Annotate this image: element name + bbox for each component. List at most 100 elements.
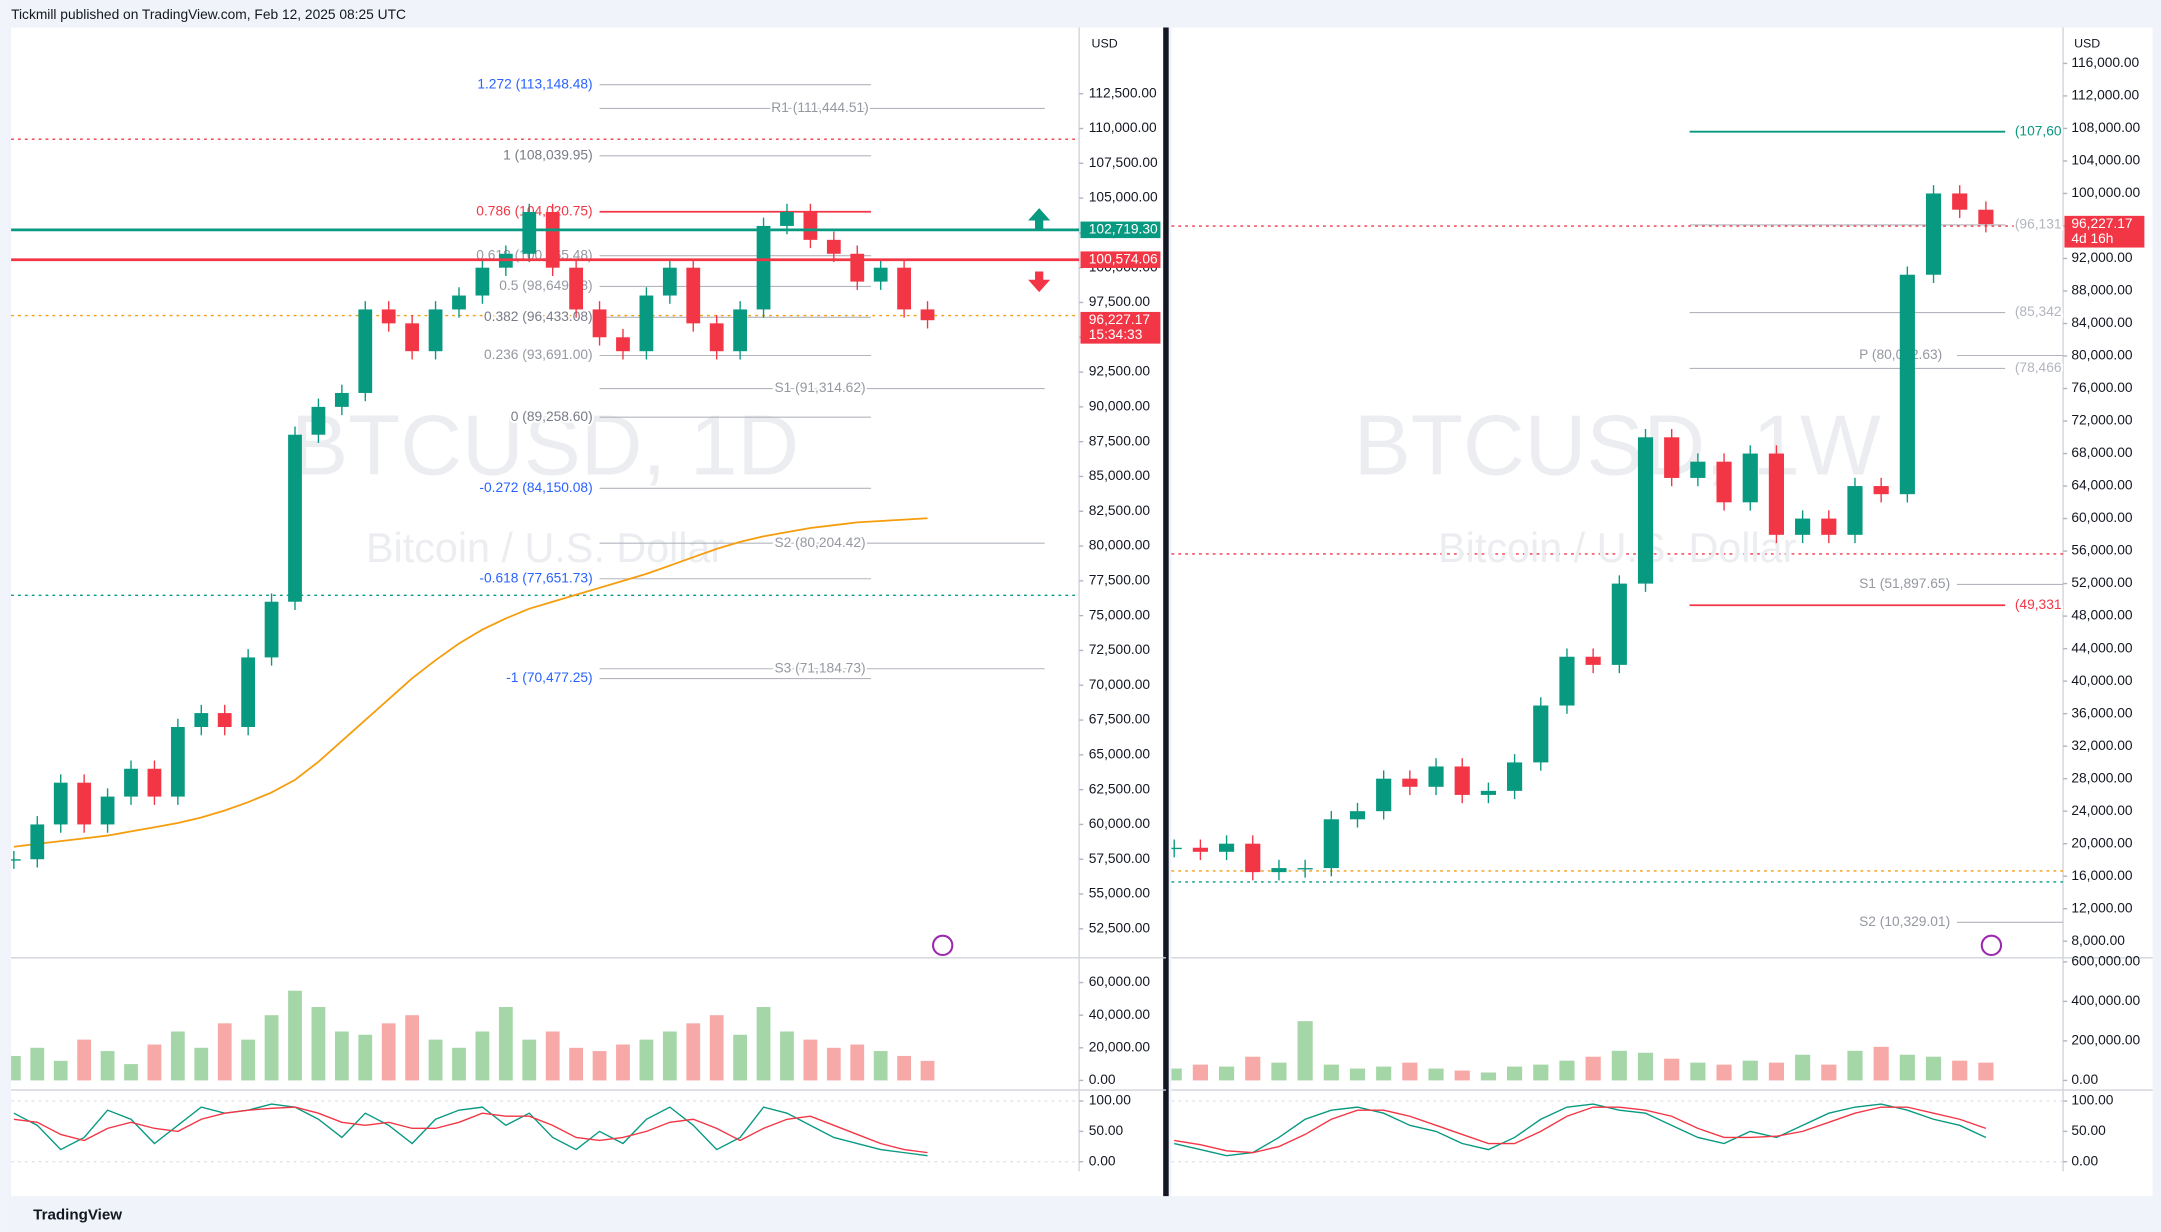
volume-bar [381, 1023, 396, 1081]
level-label: (96,131 [2015, 217, 2062, 232]
y-tick-label: 72,000.00 [2071, 413, 2133, 428]
volume-bar [1978, 1062, 1994, 1081]
volume-tick-label: 0.00 [1089, 1072, 1116, 1087]
candle [756, 225, 771, 310]
level-label: -0.618 (77,651.73) [479, 570, 592, 585]
candle [147, 768, 162, 797]
y-tick-label: 60,000.00 [2071, 510, 2133, 525]
volume-bar [147, 1044, 162, 1081]
volume-bar [53, 1060, 68, 1081]
price-tag [1080, 251, 1161, 268]
right-panel [1171, 27, 2153, 1197]
volume-bar [1533, 1064, 1549, 1081]
currency: USD [1092, 36, 1118, 50]
y-tick-label: 16,000.00 [2071, 868, 2133, 883]
level-label: 1.272 (113,148.48) [477, 76, 592, 91]
candle [428, 309, 443, 352]
volume-bar [1171, 1068, 1182, 1081]
y-tick-label: 80,000.00 [1089, 538, 1151, 553]
currency: USD [2074, 36, 2100, 50]
volume-bar [1585, 1056, 1601, 1081]
y-tick-label: 92,500.00 [1089, 364, 1151, 379]
candle [381, 309, 396, 324]
price-tag [1080, 221, 1161, 239]
volume-bar [1795, 1054, 1811, 1081]
y-tick-label: 32,000.00 [2071, 738, 2133, 753]
y-tick-label: 87,500.00 [1089, 433, 1151, 448]
oscillator-line [1174, 1106, 1987, 1154]
oscillator-tick-label: 100.00 [1089, 1093, 1131, 1108]
level-label: -0.272 (84,150.08) [479, 480, 592, 495]
y-tick-label: 67,500.00 [1089, 712, 1151, 727]
y-tick-label: 44,000.00 [2071, 640, 2133, 655]
y-tick-label: 90,000.00 [1089, 399, 1151, 414]
candle [1507, 762, 1523, 791]
y-tick-label: 88,000.00 [2071, 283, 2133, 298]
oscillator-line [13, 1106, 928, 1154]
y-tick-label: 62,500.00 [1089, 781, 1151, 796]
level-label: (107,60 [2015, 123, 2062, 138]
price-tag-label: 96,227.17 [2071, 216, 2132, 231]
volume-bar [920, 1060, 935, 1081]
y-tick-label: 75,000.00 [1089, 607, 1151, 622]
y-tick-label: 112,000.00 [2071, 88, 2139, 103]
y-tick-label: 80,000.00 [2071, 348, 2133, 363]
events-icon[interactable] [932, 934, 954, 957]
volume-bar [1559, 1060, 1575, 1081]
down-arrow [1028, 271, 1051, 293]
candle [241, 657, 256, 728]
oscillator-line [13, 1103, 928, 1157]
price-tag-countdown: 4d 16h [2071, 231, 2113, 246]
volume-bar [100, 1051, 115, 1081]
candle [30, 824, 45, 860]
y-tick-label: 97,500.00 [1089, 294, 1151, 309]
candle [873, 267, 888, 282]
candle [1873, 486, 1889, 495]
candle [53, 782, 68, 825]
y-tick-label: 56,000.00 [2071, 543, 2133, 558]
price-tag-label: 96,227.17 [1089, 312, 1150, 327]
oscillator-tick-label: 50.00 [1089, 1123, 1124, 1138]
y-tick-label: 57,500.00 [1089, 851, 1151, 866]
y-tick-label: 84,000.00 [2071, 315, 2133, 330]
candle [1716, 461, 1732, 503]
y-tick-label: 40,000.00 [2071, 673, 2133, 688]
y-tick-label: 8,000.00 [2071, 933, 2125, 948]
volume-bar [545, 1031, 560, 1081]
candle [1952, 193, 1968, 210]
y-tick-label: 24,000.00 [2071, 803, 2133, 818]
candle [1847, 486, 1863, 535]
volume-bar [1245, 1056, 1261, 1081]
volume-bar [616, 1044, 630, 1081]
candle [709, 323, 724, 352]
volume-bar [1428, 1068, 1444, 1081]
y-tick-label: 28,000.00 [2071, 770, 2133, 785]
candle [1585, 656, 1601, 665]
level-label: (78,466 [2015, 360, 2062, 375]
events-icon[interactable] [1980, 934, 2003, 957]
y-tick-label: 55,000.00 [1089, 886, 1151, 901]
y-tick-label: 116,000.00 [2071, 55, 2139, 70]
y-tick-label: 110,000.00 [1089, 120, 1157, 135]
volume-tick-label: 200,000.00 [2071, 1033, 2140, 1048]
volume-bar [639, 1039, 654, 1081]
level-label: S1 (51,897.65) [1859, 576, 1950, 591]
volume-bar [1218, 1066, 1235, 1081]
volume-tick-label: 40,000.00 [1089, 1007, 1151, 1022]
candle [1454, 766, 1470, 795]
y-tick-label: 82,500.00 [1089, 503, 1151, 518]
oscillator-tick-label: 0.00 [1089, 1153, 1116, 1168]
candle [217, 713, 232, 728]
candle [311, 406, 326, 435]
volume-bar [428, 1039, 443, 1081]
level-label: R1 (111,444.51) [771, 100, 868, 115]
candle [334, 392, 349, 407]
candle [475, 267, 490, 296]
volume-bar [264, 1015, 279, 1081]
oscillator-tick-label: 50.00 [2071, 1123, 2106, 1138]
candle [1402, 778, 1418, 787]
volume-bar [1742, 1060, 1758, 1081]
volume-bar [1821, 1064, 1837, 1081]
